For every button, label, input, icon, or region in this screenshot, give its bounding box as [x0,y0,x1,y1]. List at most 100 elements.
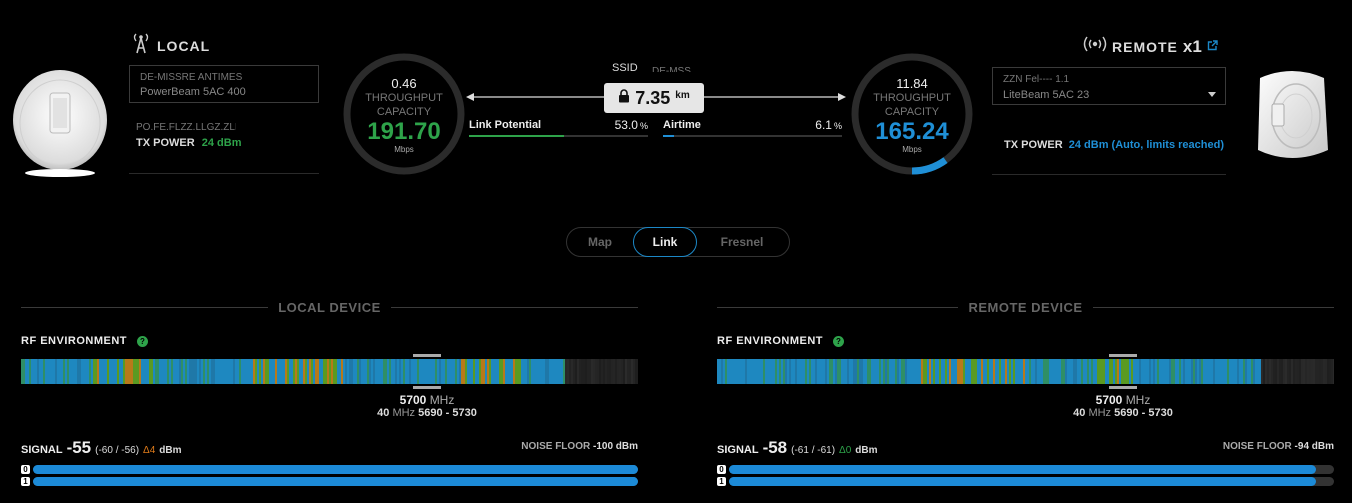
rf-spectrum-bar [915,359,917,384]
rf-spectrum-bar [387,359,389,384]
rf-spectrum-bar [153,359,155,384]
local-tx-power-value: 24 dBm [201,137,242,149]
rf-spectrum-bar [897,359,899,384]
local-noise-value: -100 dBm [592,441,638,452]
remote-tx-power-label: TX POWER [1004,139,1063,151]
rf-spectrum-bar [503,359,505,384]
rf-spectrum-bar [803,359,805,384]
remote-device-image [1254,68,1330,162]
rf-spectrum-bar [1203,359,1205,384]
rf-spectrum-bar [1333,359,1335,384]
rf-spectrum-bar [867,359,869,384]
rf-spectrum-bar [807,359,809,384]
rf-spectrum-bar [207,359,209,384]
rf-spectrum-bar [1105,359,1107,384]
rf-spectrum-bar [55,359,57,384]
rf-spectrum-bar [613,359,615,384]
remote-signal-unit: dBm [855,445,878,456]
local-signal-delta: Δ4 [143,445,156,456]
help-icon[interactable]: ? [137,335,148,347]
rf-spectrum-bar [1319,359,1321,384]
rf-spectrum-bar [191,359,193,384]
rf-spectrum-bar [1133,359,1135,384]
rf-spectrum-bar [1057,359,1059,384]
rf-spectrum-bar [1081,359,1083,384]
rf-spectrum-bar [1067,359,1069,384]
rf-spectrum-bar [533,359,535,384]
rf-spectrum-bar [211,359,213,384]
rf-spectrum-bar [349,359,351,384]
rf-spectrum-bar [507,359,509,384]
chevron-down-icon[interactable] [1208,84,1216,102]
help-icon[interactable]: ? [833,335,844,347]
rf-spectrum-bar [961,359,963,384]
rf-spectrum-bar [985,359,987,384]
rf-spectrum-bar [909,359,911,384]
rf-spectrum-bar [875,359,877,384]
remote-section-title-wrap: REMOTE DEVICE [717,299,1334,317]
rf-spectrum-bar [361,359,363,384]
rf-spectrum-bar [1145,359,1147,384]
rf-spectrum-bar [193,359,195,384]
rf-spectrum-bar [731,359,733,384]
rf-spectrum-bar [1003,359,1005,384]
rf-spectrum-bar [1199,359,1201,384]
rf-spectrum-bar [881,359,883,384]
rf-spectrum-bar [967,359,969,384]
rf-spectrum-bar [1121,359,1123,384]
rf-spectrum-bar [259,359,261,384]
rf-spectrum-bar [907,359,909,384]
rf-spectrum-bar [311,359,313,384]
rf-spectrum-bar [829,359,831,384]
rf-spectrum-bar [955,359,957,384]
remote-divider [992,174,1226,175]
remote-range: 5690 - 5730 [1114,407,1173,419]
remote-device-select[interactable]: ZZN Fel---- 1.1 LiteBeam 5AC 23 [992,67,1226,105]
rf-spectrum-bar [187,359,189,384]
rf-spectrum-bar [553,359,555,384]
tab-fresnel[interactable]: Fresnel [720,235,764,249]
rf-spectrum-bar [631,359,633,384]
rf-spectrum-bar [489,359,491,384]
rf-spectrum-bar [737,359,739,384]
rf-spectrum-bar [189,359,191,384]
rf-spectrum-bar [385,359,387,384]
rf-spectrum-bar [63,359,65,384]
rf-spectrum-bar [93,359,95,384]
rf-spectrum-bar [363,359,365,384]
tab-map[interactable]: Map [588,235,612,249]
rf-spectrum-bar [591,359,593,384]
rf-spectrum-bar [1299,359,1301,384]
rf-spectrum-bar [1279,359,1281,384]
remote-chain-0-fill [729,465,1316,474]
rf-spectrum-bar [427,359,429,384]
tab-link[interactable]: Link [633,226,697,257]
rf-spectrum-bar [797,359,799,384]
rf-spectrum-bar [1065,359,1067,384]
rf-spectrum-bar [1323,359,1325,384]
rf-spectrum-bar [1301,359,1303,384]
rf-spectrum-bar [119,359,121,384]
remote-noise: NOISE FLOOR -94 dBm [1134,441,1334,452]
rf-spectrum-bar [529,359,531,384]
rf-spectrum-bar [849,359,851,384]
rf-spectrum-bar [1295,359,1297,384]
rf-spectrum-bar [751,359,753,384]
rf-spectrum-bar [297,359,299,384]
rf-spectrum-bar [819,359,821,384]
rf-spectrum-bar [145,359,147,384]
rf-spectrum-bar [131,359,133,384]
rf-spectrum-bar [757,359,759,384]
rf-spectrum-bar [41,359,43,384]
rf-spectrum-bar [769,359,771,384]
rf-spectrum-bar [159,359,161,384]
rf-spectrum-bar [1259,359,1261,384]
rf-spectrum-bar [147,359,149,384]
external-link-icon[interactable] [1207,38,1218,56]
rf-spectrum-bar [993,359,995,384]
local-device-box[interactable]: DE-MISSRE ANTIMES PowerBeam 5AC 400 [129,65,319,103]
rf-spectrum-bar [129,359,131,384]
rf-spectrum-bar [421,359,423,384]
rf-spectrum-bar [933,359,935,384]
rf-spectrum-bar [301,359,303,384]
